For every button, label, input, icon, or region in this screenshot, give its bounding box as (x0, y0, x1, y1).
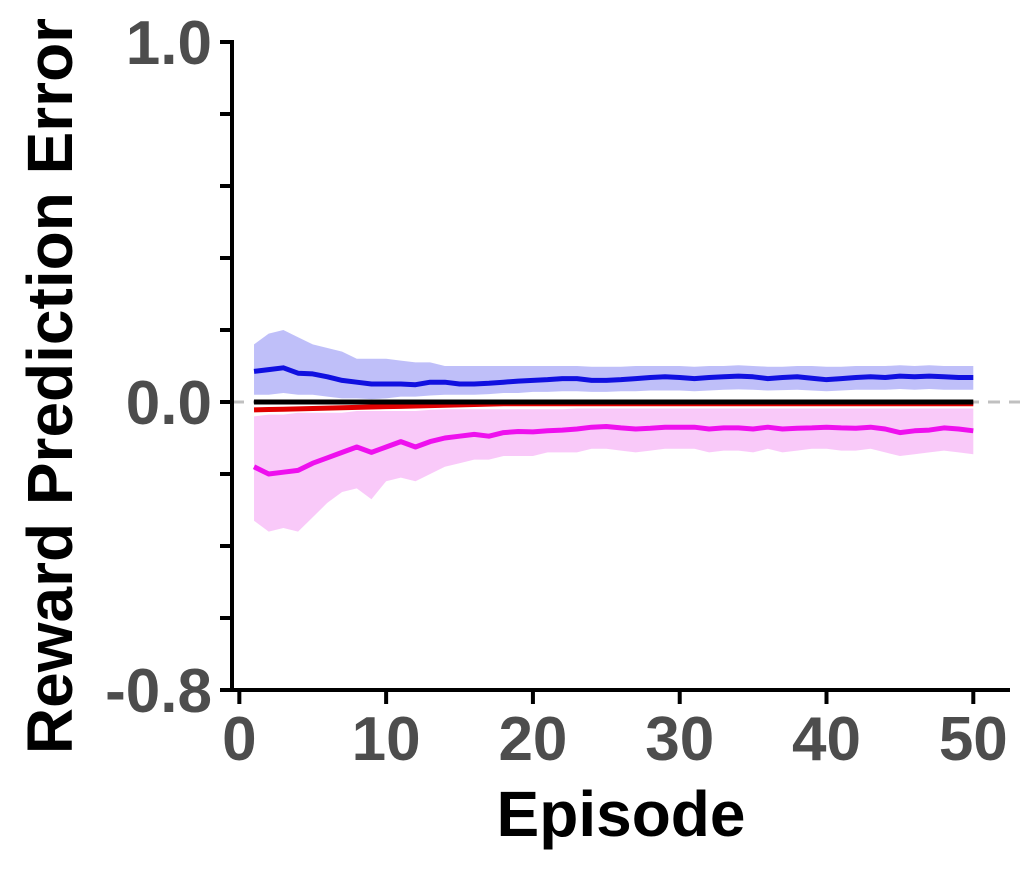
x-tick-label: 0 (222, 705, 256, 774)
x-tick-label: 30 (645, 705, 714, 774)
y-axis-title: Reward Prediction Error (14, 18, 86, 754)
x-axis-ticks: 0 10 20 30 40 50 (222, 690, 1008, 774)
y-axis-ticks: -0.8 0.0 1.0 (105, 9, 232, 726)
y-tick-label: -0.8 (105, 657, 212, 726)
x-tick-label: 10 (352, 705, 421, 774)
y-tick-label: 1.0 (126, 9, 212, 78)
x-tick-label: 50 (939, 705, 1008, 774)
confidence-bands (254, 330, 974, 532)
series-line (252, 423, 974, 477)
x-tick-label: 20 (498, 705, 567, 774)
y-tick-label: 0.0 (126, 369, 212, 438)
series-line (253, 365, 974, 388)
series-lines (252, 365, 974, 477)
x-axis-title: Episode (497, 778, 746, 850)
x-tick-label: 40 (792, 705, 861, 774)
confidence-band (254, 330, 974, 400)
